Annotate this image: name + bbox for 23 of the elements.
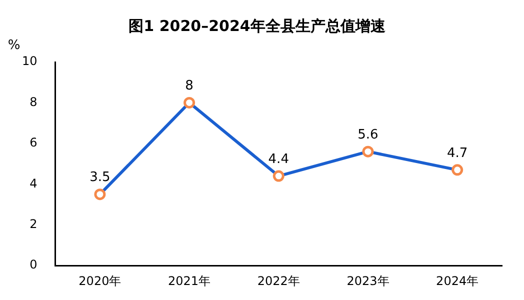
point [184,96,196,108]
x-tick-label: 2024年 [436,274,479,288]
data-label: 5.6 [358,127,378,142]
y-tick-label: 10 [22,54,38,68]
y-tick-label: 4 [30,176,38,190]
point [272,170,284,182]
point [362,146,374,158]
x-tick-label: 2022年 [257,274,300,288]
x-tick-label: 2023年 [346,274,390,288]
chart-title: 图1 2020–2024年全县生产总值增速 [128,16,386,35]
x-tick-label: 2020年 [78,274,122,288]
point [94,188,106,200]
y-axis-title: % [8,38,20,53]
data-label: 3.5 [90,170,110,186]
y-tick-label: 6 [30,136,38,150]
data-label: 8 [185,78,194,94]
x-tick-label: 2021年 [168,274,211,288]
y-tick-label: 8 [30,94,38,109]
y-tick-label: 2 [30,217,38,232]
data-label: 4.4 [268,152,289,167]
data-label: 4.7 [446,146,468,161]
point [452,164,464,176]
y-tick-label: 0 [30,258,38,272]
